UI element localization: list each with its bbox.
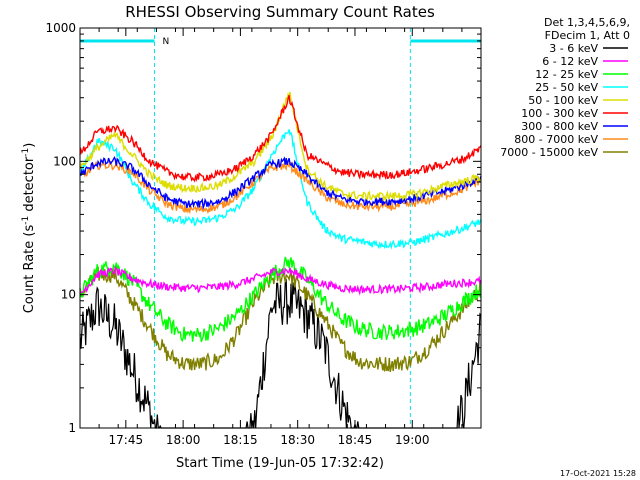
y-axis-ticks: 1 10 100 1000: [45, 21, 481, 435]
legend-label: 7000 - 15000 keV: [500, 146, 598, 159]
x-tick-label: 19:00: [395, 433, 430, 447]
series-line-0: [79, 278, 482, 429]
series-line-8: [79, 266, 482, 372]
chart-title: RHESSI Observing Summary Count Rates: [125, 3, 435, 21]
y-axis-label-mid: detector: [22, 156, 37, 216]
x-tick-label: 18:30: [280, 433, 315, 447]
legend-label: 3 - 6 keV: [549, 42, 598, 55]
x-tick-label: 18:00: [166, 433, 201, 447]
legend-label: 50 - 100 keV: [528, 94, 598, 107]
y-axis-label-end: ): [22, 143, 37, 148]
y-axis-label-sup-2: -1: [21, 148, 31, 157]
x-axis-ticks: 17:45 18:00 18:15 18:30 18:45 19:00: [79, 28, 482, 447]
legend-label: 100 - 300 keV: [521, 107, 598, 120]
series-line-1: [79, 265, 482, 296]
legend-label: 25 - 50 keV: [535, 81, 598, 94]
plot-frame: [79, 27, 482, 429]
y-axis-label-sup-1: -1: [21, 216, 31, 225]
y-tick-label: 100: [53, 154, 76, 168]
series-layer: [79, 91, 482, 429]
y-axis-label-main: Count Rate (s: [22, 225, 37, 314]
y-axis-label: Count Rate (s-1 detector-1): [21, 143, 37, 314]
x-tick-label: 18:15: [223, 433, 258, 447]
legend-label: 6 - 12 keV: [542, 55, 598, 68]
series-line-2: [79, 256, 482, 343]
legend-header-line-2: FDecim 1, Att 0: [545, 29, 630, 42]
series-line-3: [79, 129, 482, 250]
y-tick-label: 1: [68, 421, 76, 435]
legend-label: 800 - 7000 keV: [514, 133, 598, 146]
x-tick-label: 18:45: [338, 433, 373, 447]
x-tick-label: 17:45: [109, 433, 144, 447]
series-line-6: [79, 155, 482, 211]
night-intervals: N: [79, 28, 482, 428]
legend: Det 1,3,4,5,6,9, FDecim 1, Att 0 3 - 6 k…: [500, 16, 630, 159]
legend-label: 300 - 800 keV: [521, 120, 598, 133]
y-tick-label: 10: [61, 288, 76, 302]
legend-label: 12 - 25 keV: [535, 68, 598, 81]
x-axis-label: Start Time (19-Jun-05 17:32:42): [176, 456, 384, 471]
night-label: N: [162, 37, 169, 47]
footer-date: 17-Oct-2021 15:28: [560, 469, 636, 478]
y-tick-label: 1000: [45, 21, 76, 35]
legend-header-line-1: Det 1,3,4,5,6,9,: [544, 16, 630, 29]
series-line-5: [79, 95, 482, 183]
